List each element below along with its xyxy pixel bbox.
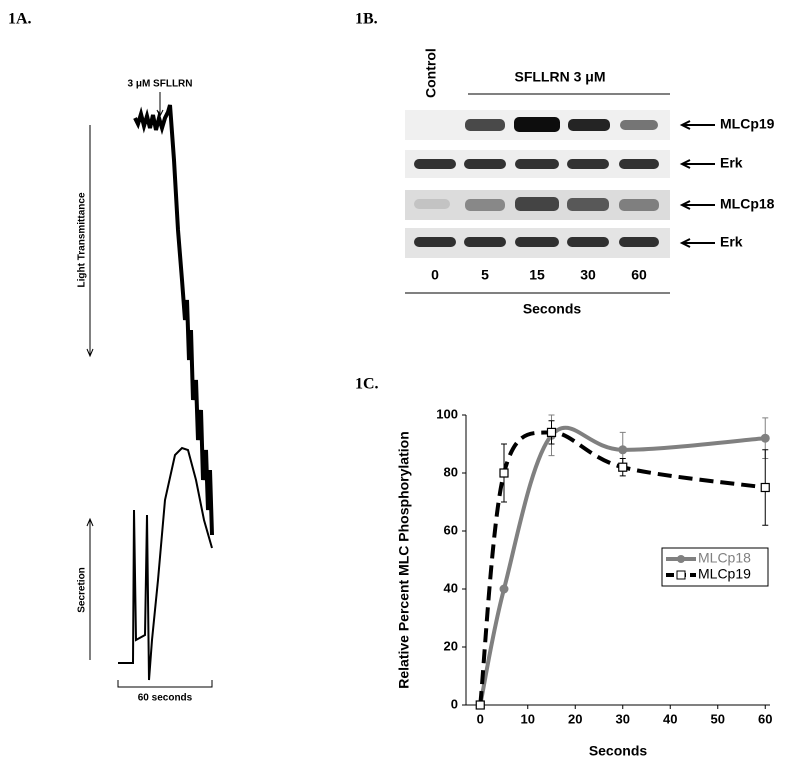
band xyxy=(464,159,506,169)
x-tick-label: 40 xyxy=(663,711,677,726)
band xyxy=(619,199,659,211)
arrow-head xyxy=(679,238,691,248)
row-label: Erk xyxy=(720,155,743,171)
marker xyxy=(499,468,509,478)
band xyxy=(567,159,609,169)
treatment-label: SFLLRN 3 μM xyxy=(514,69,605,85)
x-tick-label: 30 xyxy=(616,711,630,726)
lane-label: 60 xyxy=(631,267,647,283)
band xyxy=(414,237,456,247)
row-label: Erk xyxy=(720,234,743,250)
axis-label: Secretion xyxy=(77,567,88,613)
y-tick-label: 0 xyxy=(451,696,458,711)
x-tick-label: 0 xyxy=(477,711,484,726)
y-tick-label: 100 xyxy=(436,406,458,421)
legend-label: MLCp19 xyxy=(698,566,751,582)
band xyxy=(567,237,609,247)
transmittance-trace xyxy=(133,104,214,536)
lane-label: 15 xyxy=(529,267,545,283)
legend-label: MLCp18 xyxy=(698,550,751,566)
row-label: MLCp18 xyxy=(720,196,775,212)
y-tick-label: 80 xyxy=(444,464,458,479)
y-tick-label: 40 xyxy=(444,580,458,595)
y-axis-label: Relative Percent MLC Phosphorylation xyxy=(396,431,412,689)
arrow-head xyxy=(86,517,94,527)
arrow-head xyxy=(86,348,94,358)
stimulus-label: 3 μM SFLLRN xyxy=(127,79,192,90)
band xyxy=(465,199,505,211)
scale-bar xyxy=(117,680,213,688)
lane-label: 30 xyxy=(580,267,596,283)
arrow-head xyxy=(679,159,691,169)
band xyxy=(465,119,505,131)
blot xyxy=(405,110,670,258)
marker xyxy=(760,433,770,443)
arrow-head xyxy=(679,120,691,130)
control-label: Control xyxy=(423,48,439,98)
legend-marker xyxy=(677,555,685,563)
lane-label: 5 xyxy=(481,267,489,283)
band xyxy=(568,119,610,131)
x-tick-label: 10 xyxy=(521,711,535,726)
legend-marker xyxy=(676,570,686,580)
y-tick-label: 60 xyxy=(444,522,458,537)
marker xyxy=(546,427,557,437)
arrow-head xyxy=(679,200,691,210)
legend-box xyxy=(661,547,769,587)
marker xyxy=(499,584,509,594)
band xyxy=(514,117,560,132)
band xyxy=(515,159,559,169)
x-tick-label: 60 xyxy=(758,711,772,726)
secretion-trace xyxy=(118,446,213,681)
x-tick-label: 50 xyxy=(711,711,725,726)
x-tick-label: 20 xyxy=(568,711,582,726)
band xyxy=(567,198,609,211)
panel-label: 1C. xyxy=(355,376,379,393)
panel-label: 1B. xyxy=(355,11,378,28)
marker xyxy=(618,462,628,472)
scale-label: 60 seconds xyxy=(138,693,193,704)
band xyxy=(414,199,450,209)
marker xyxy=(760,482,770,493)
band xyxy=(619,237,659,247)
marker xyxy=(618,445,628,455)
lane-label: 0 xyxy=(431,267,439,283)
row-label: MLCp19 xyxy=(720,116,775,132)
band xyxy=(414,159,456,169)
axis-label: Light Transmittance xyxy=(77,192,88,287)
lane-axis-label: Seconds xyxy=(523,301,582,317)
marker xyxy=(475,700,485,710)
band xyxy=(515,197,559,211)
band xyxy=(515,237,559,247)
band xyxy=(620,120,658,130)
panel-label: 1A. xyxy=(8,11,32,28)
x-axis-label: Seconds xyxy=(589,743,648,759)
band xyxy=(464,237,506,247)
y-tick-label: 20 xyxy=(444,638,458,653)
band xyxy=(619,159,659,169)
